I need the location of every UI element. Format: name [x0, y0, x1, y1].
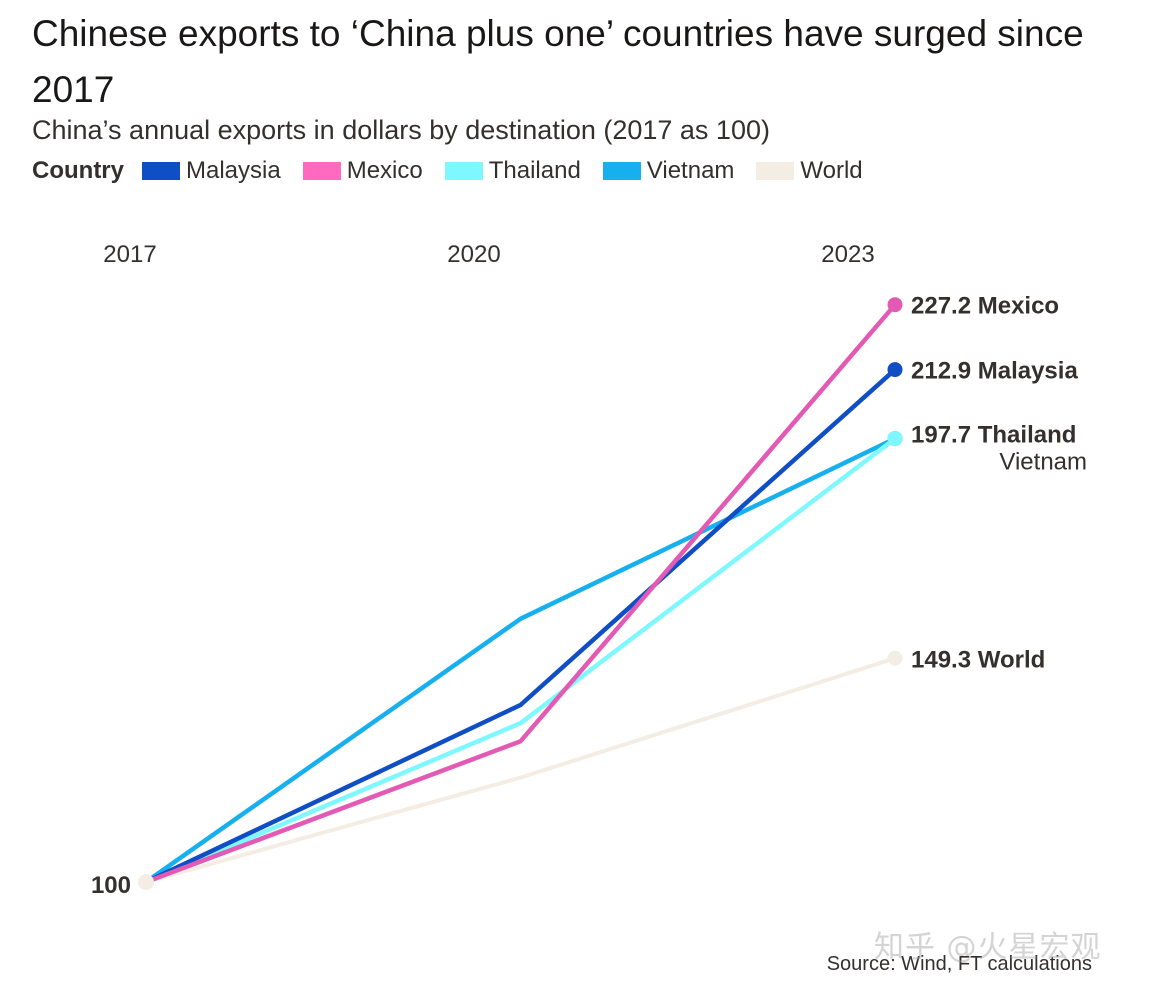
series-line-malaysia [143, 367, 898, 885]
legend-item-malaysia: Malaysia [142, 157, 281, 185]
x-axis-ticks: 2017 2020 2023 100 [91, 241, 875, 899]
legend-item-world: World [756, 157, 863, 185]
series-line-world [144, 656, 897, 884]
series-lines [143, 302, 898, 885]
legend-item-vietnam: Vietnam [602, 157, 735, 185]
end-point-thailand [887, 431, 903, 447]
legend-label-vietnam: Vietnam [646, 157, 735, 184]
legend-swatch-thailand [444, 162, 483, 180]
source-note: Source: Wind, FT calculations [826, 953, 1092, 975]
legend-swatch-mexico [302, 162, 341, 180]
chart-title: Chinese exports to ‘China plus one’ coun… [32, 13, 1084, 110]
x-tick-label-2020: 2020 [447, 241, 500, 268]
end-label-malaysia: 212.9 Malaysia [911, 358, 1078, 385]
end-label-vietnam: Vietnam [999, 449, 1087, 476]
legend-title: Country [32, 157, 124, 184]
base-value-label: 100 [91, 872, 131, 899]
end-point-malaysia [887, 362, 903, 378]
x-tick-label-2017: 2017 [103, 241, 156, 268]
legend-item-thailand: Thailand [444, 157, 581, 185]
end-label-thailand: 197.7 Thailand [911, 422, 1076, 449]
legend-label-malaysia: Malaysia [186, 157, 281, 184]
end-label-world: 149.3 World [911, 646, 1045, 673]
series-end-points [138, 297, 903, 890]
chart-subtitle: China’s annual exports in dollars by des… [32, 115, 770, 145]
legend-label-mexico: Mexico [346, 157, 423, 184]
legend: Country Malaysia Mexico Thailand Vietnam… [32, 154, 885, 188]
legend-item-mexico: Mexico [302, 157, 423, 185]
legend-swatch-world [756, 162, 795, 180]
legend-swatch-vietnam [602, 162, 641, 180]
legend-label-world: World [800, 157, 863, 184]
legend-label-thailand: Thailand [488, 157, 581, 184]
end-label-mexico: 227.2 Mexico [911, 293, 1059, 320]
series-line-vietnam [143, 436, 898, 885]
x-tick-label-2023: 2023 [821, 241, 874, 268]
end-point-mexico [887, 297, 903, 313]
series-line-thailand [143, 436, 898, 885]
origin-point [138, 874, 154, 890]
watermark: 知乎 @火星宏观 [874, 930, 1102, 965]
legend-swatch-malaysia [142, 162, 180, 180]
end-point-world [887, 650, 903, 666]
series-line-mexico [143, 302, 898, 885]
